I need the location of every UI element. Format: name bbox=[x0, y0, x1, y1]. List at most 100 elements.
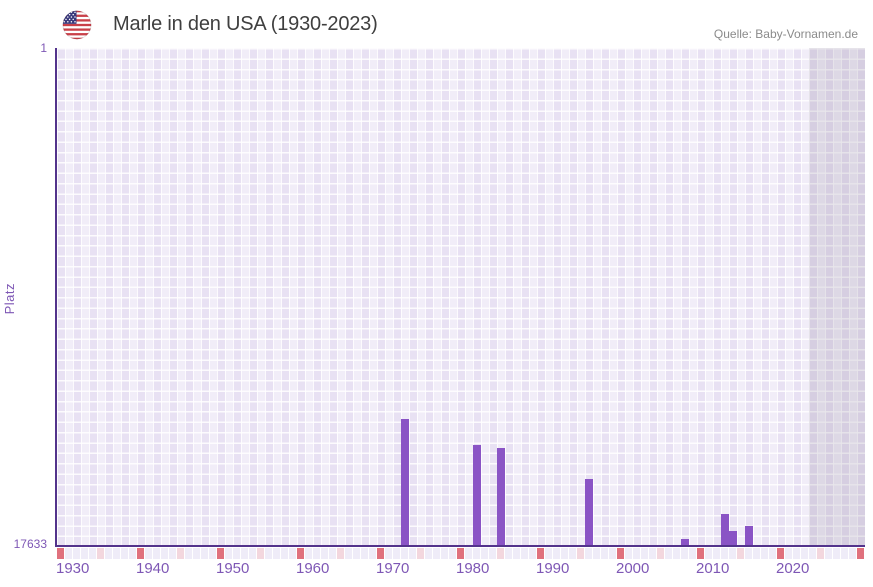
axis-marker-cell bbox=[809, 548, 816, 559]
axis-marker-cell bbox=[593, 548, 600, 559]
axis-marker-row bbox=[57, 548, 865, 559]
axis-marker-cell bbox=[537, 548, 544, 559]
axis-marker-cell bbox=[305, 548, 312, 559]
axis-marker-cell bbox=[705, 548, 712, 559]
axis-marker-cell bbox=[161, 548, 168, 559]
axis-marker-cell bbox=[81, 548, 88, 559]
axis-marker-cell bbox=[753, 548, 760, 559]
axis-marker-cell bbox=[473, 548, 480, 559]
axis-marker-cell bbox=[625, 548, 632, 559]
axis-marker-cell bbox=[585, 548, 592, 559]
axis-marker-cell bbox=[721, 548, 728, 559]
axis-marker-cell bbox=[177, 548, 184, 559]
rank-bar-1982[interactable] bbox=[473, 445, 481, 545]
axis-marker-cell bbox=[481, 548, 488, 559]
axis-marker-cell bbox=[361, 548, 368, 559]
axis-marker-cell bbox=[193, 548, 200, 559]
rank-bar-1973[interactable] bbox=[401, 418, 409, 545]
axis-marker-cell bbox=[73, 548, 80, 559]
x-tick-label-1970: 1970 bbox=[376, 560, 410, 577]
x-tick-label-1930: 1930 bbox=[56, 560, 90, 577]
axis-marker-cell bbox=[329, 548, 336, 559]
axis-marker-cell bbox=[857, 548, 864, 559]
axis-marker-cell bbox=[201, 548, 208, 559]
axis-marker-cell bbox=[641, 548, 648, 559]
axis-marker-cell bbox=[185, 548, 192, 559]
axis-marker-cell bbox=[553, 548, 560, 559]
rank-bar-2013[interactable] bbox=[721, 513, 729, 545]
axis-marker-cell bbox=[745, 548, 752, 559]
y-axis-top-label: 1 bbox=[40, 41, 47, 55]
x-tick-label-2020: 2020 bbox=[776, 560, 810, 577]
axis-marker-cell bbox=[337, 548, 344, 559]
axis-marker-cell bbox=[529, 548, 536, 559]
axis-marker-cell bbox=[321, 548, 328, 559]
us-flag-icon bbox=[62, 10, 92, 40]
rank-bar-1985[interactable] bbox=[497, 448, 505, 545]
axis-marker-cell bbox=[713, 548, 720, 559]
axis-marker-cell bbox=[353, 548, 360, 559]
axis-marker-cell bbox=[273, 548, 280, 559]
axis-marker-cell bbox=[113, 548, 120, 559]
axis-marker-cell bbox=[209, 548, 216, 559]
axis-marker-cell bbox=[233, 548, 240, 559]
plot-area bbox=[57, 48, 865, 545]
axis-marker-cell bbox=[777, 548, 784, 559]
axis-marker-cell bbox=[769, 548, 776, 559]
axis-marker-cell bbox=[105, 548, 112, 559]
x-tick-label-1990: 1990 bbox=[536, 560, 570, 577]
rank-bar-2008[interactable] bbox=[681, 538, 689, 545]
axis-marker-cell bbox=[153, 548, 160, 559]
axis-marker-cell bbox=[737, 548, 744, 559]
axis-marker-cell bbox=[385, 548, 392, 559]
axis-marker-cell bbox=[241, 548, 248, 559]
axis-marker-cell bbox=[65, 548, 72, 559]
axis-marker-cell bbox=[657, 548, 664, 559]
axis-marker-cell bbox=[825, 548, 832, 559]
axis-marker-cell bbox=[145, 548, 152, 559]
axis-marker-cell bbox=[425, 548, 432, 559]
axis-marker-cell bbox=[785, 548, 792, 559]
source-credit: Quelle: Baby-Vornamen.de bbox=[713, 27, 858, 41]
axis-marker-cell bbox=[345, 548, 352, 559]
no-data-region bbox=[809, 48, 865, 545]
axis-marker-cell bbox=[489, 548, 496, 559]
rank-bar-2016[interactable] bbox=[745, 526, 753, 545]
axis-marker-cell bbox=[849, 548, 856, 559]
x-tick-label-1940: 1940 bbox=[136, 560, 170, 577]
axis-marker-cell bbox=[465, 548, 472, 559]
axis-marker-cell bbox=[649, 548, 656, 559]
axis-marker-cell bbox=[433, 548, 440, 559]
axis-marker-cell bbox=[449, 548, 456, 559]
axis-marker-cell bbox=[265, 548, 272, 559]
x-axis-line bbox=[55, 545, 865, 547]
axis-marker-cell bbox=[665, 548, 672, 559]
axis-marker-cell bbox=[833, 548, 840, 559]
y-axis-title: Platz bbox=[2, 283, 17, 315]
axis-marker-cell bbox=[689, 548, 696, 559]
axis-marker-cell bbox=[441, 548, 448, 559]
axis-marker-cell bbox=[681, 548, 688, 559]
axis-marker-cell bbox=[121, 548, 128, 559]
x-tick-label-1980: 1980 bbox=[456, 560, 490, 577]
axis-marker-cell bbox=[297, 548, 304, 559]
x-tick-label-1950: 1950 bbox=[216, 560, 250, 577]
axis-marker-cell bbox=[97, 548, 104, 559]
y-axis-bottom-label: 17633 bbox=[13, 537, 47, 551]
axis-marker-cell bbox=[401, 548, 408, 559]
axis-marker-cell bbox=[281, 548, 288, 559]
axis-marker-cell bbox=[409, 548, 416, 559]
axis-marker-cell bbox=[601, 548, 608, 559]
rank-bar-1996[interactable] bbox=[585, 478, 593, 545]
axis-marker-cell bbox=[761, 548, 768, 559]
axis-marker-cell bbox=[169, 548, 176, 559]
axis-marker-cell bbox=[89, 548, 96, 559]
axis-marker-cell bbox=[457, 548, 464, 559]
y-axis-line bbox=[55, 48, 57, 547]
rank-bar-2014[interactable] bbox=[729, 531, 737, 545]
axis-marker-cell bbox=[521, 548, 528, 559]
axis-marker-cell bbox=[729, 548, 736, 559]
axis-marker-cell bbox=[561, 548, 568, 559]
axis-marker-cell bbox=[257, 548, 264, 559]
